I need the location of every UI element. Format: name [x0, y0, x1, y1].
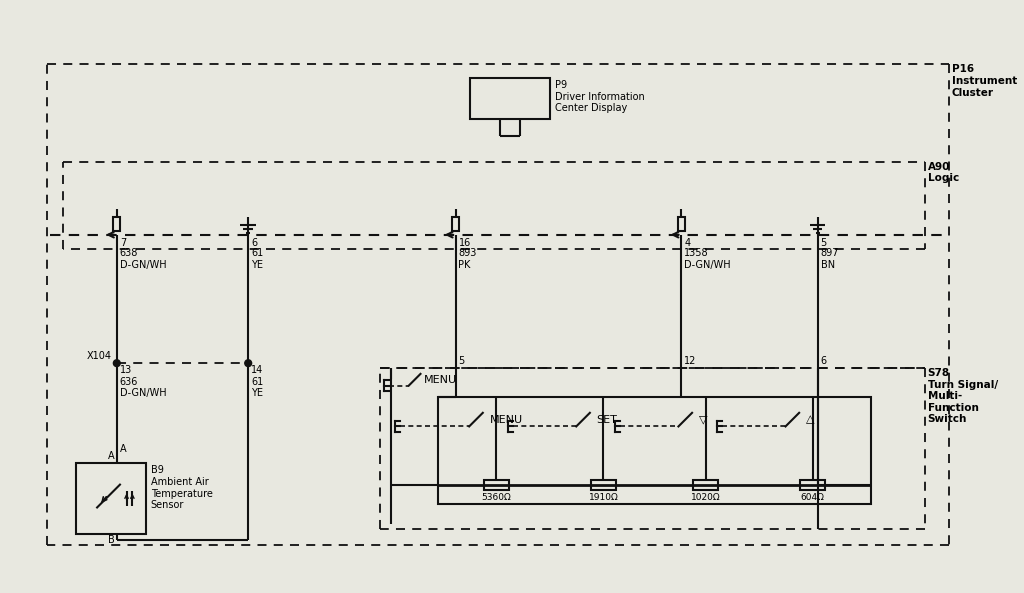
Text: 14: 14 — [251, 365, 263, 375]
Text: A90
Logic: A90 Logic — [928, 162, 958, 183]
Bar — [591, 480, 616, 490]
Text: 61
YE: 61 YE — [251, 248, 263, 270]
Text: 6: 6 — [251, 238, 257, 248]
Text: 638
D-GN/WH: 638 D-GN/WH — [120, 248, 166, 270]
Bar — [453, 217, 459, 231]
Text: MENU: MENU — [489, 415, 522, 425]
Text: P9
Driver Information
Center Display: P9 Driver Information Center Display — [555, 80, 644, 113]
Text: MENU: MENU — [423, 375, 457, 385]
Text: 636
D-GN/WH: 636 D-GN/WH — [120, 377, 166, 398]
Bar — [438, 397, 871, 504]
Text: B: B — [108, 535, 115, 546]
Text: A: A — [108, 451, 115, 461]
Text: 13: 13 — [120, 365, 132, 375]
Text: ▽: ▽ — [698, 415, 708, 425]
Text: S78
Turn Signal/
Multi-
Function
Switch: S78 Turn Signal/ Multi- Function Switch — [928, 368, 997, 425]
Bar — [800, 480, 825, 490]
Text: 4: 4 — [684, 238, 690, 248]
Text: 5: 5 — [820, 238, 826, 248]
Bar — [114, 217, 120, 231]
Bar — [483, 480, 509, 490]
Text: 61
YE: 61 YE — [251, 377, 263, 398]
Bar — [693, 480, 719, 490]
Circle shape — [245, 360, 252, 366]
Text: 1910Ω: 1910Ω — [589, 493, 618, 502]
Bar — [470, 78, 550, 119]
Text: B9
Ambient Air
Temperature
Sensor: B9 Ambient Air Temperature Sensor — [151, 466, 213, 510]
Text: 897
BN: 897 BN — [820, 248, 839, 270]
Text: 6: 6 — [820, 356, 826, 366]
Text: 604Ω: 604Ω — [801, 493, 824, 502]
Text: P16
Instrument
Cluster: P16 Instrument Cluster — [952, 65, 1017, 98]
Bar — [678, 217, 685, 231]
Text: 5360Ω: 5360Ω — [481, 493, 511, 502]
Text: A: A — [120, 444, 126, 454]
Text: 16: 16 — [459, 238, 471, 248]
Text: X104: X104 — [87, 351, 112, 361]
Text: 893
PK: 893 PK — [459, 248, 477, 270]
Text: 7: 7 — [120, 238, 126, 248]
Text: 1358
D-GN/WH: 1358 D-GN/WH — [684, 248, 731, 270]
Text: SET-: SET- — [597, 415, 621, 425]
Circle shape — [114, 360, 120, 366]
Text: 1020Ω: 1020Ω — [691, 493, 721, 502]
Text: 5: 5 — [459, 356, 465, 366]
Text: △: △ — [806, 415, 814, 425]
Bar — [76, 464, 146, 534]
Text: 12: 12 — [684, 356, 696, 366]
